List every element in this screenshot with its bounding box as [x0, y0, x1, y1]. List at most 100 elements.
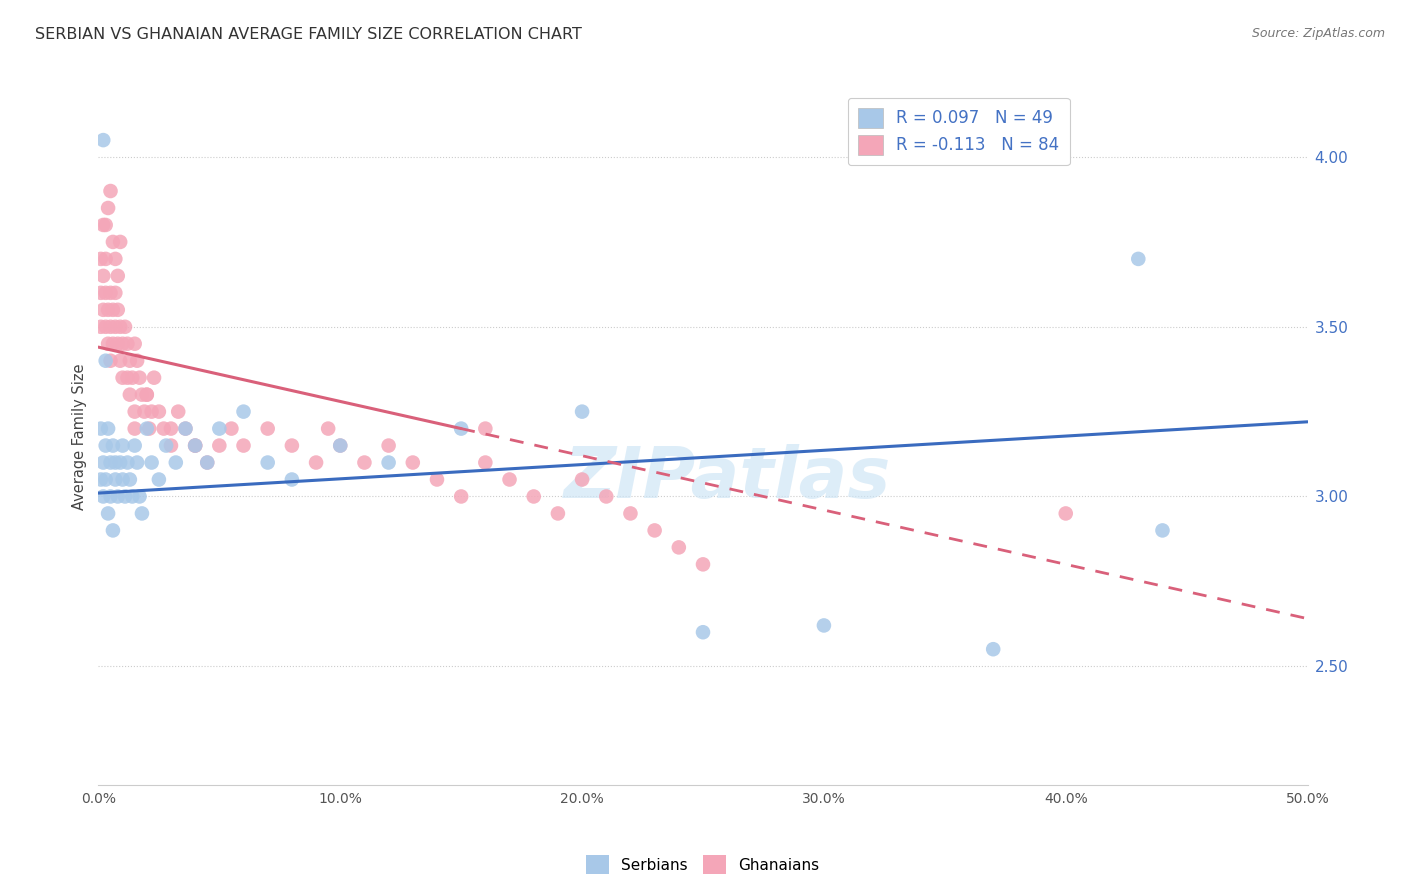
Point [90, 319, 112, 334]
Point [256, 456, 278, 470]
Point [94, 473, 117, 487]
Point [118, 353, 141, 368]
Point [97, 421, 120, 435]
Point [114, 490, 136, 504]
Point [108, 235, 131, 249]
Point [94, 319, 117, 334]
Point [131, 507, 153, 521]
Point [117, 370, 139, 384]
Point [208, 439, 231, 453]
Point [94, 353, 117, 368]
Point [127, 456, 149, 470]
Point [104, 319, 127, 334]
Point [353, 456, 375, 470]
Point [97, 201, 120, 215]
Point [107, 490, 129, 504]
Point [426, 473, 449, 487]
Point [104, 285, 127, 300]
Point [108, 353, 131, 368]
Point [174, 421, 197, 435]
Point [104, 456, 127, 470]
Point [91, 218, 114, 232]
Point [118, 473, 141, 487]
Point [232, 404, 254, 418]
Point [167, 404, 190, 418]
Point [100, 490, 122, 504]
Legend: R = 0.097   N = 49, R = -0.113   N = 84: R = 0.097 N = 49, R = -0.113 N = 84 [848, 97, 1070, 165]
Point [108, 319, 131, 334]
Point [184, 439, 207, 453]
Point [135, 387, 157, 401]
Point [547, 507, 569, 521]
Point [981, 642, 1004, 657]
Point [107, 336, 129, 351]
Point [152, 421, 174, 435]
Point [111, 473, 134, 487]
Point [90, 421, 112, 435]
Text: ZIPatlas: ZIPatlas [564, 444, 891, 513]
Point [450, 421, 472, 435]
Point [135, 387, 157, 401]
Point [94, 218, 117, 232]
Point [111, 370, 134, 384]
Point [571, 404, 593, 418]
Point [141, 404, 163, 418]
Point [305, 456, 328, 470]
Point [692, 625, 714, 640]
Point [124, 404, 146, 418]
Text: SERBIAN VS GHANAIAN AVERAGE FAMILY SIZE CORRELATION CHART: SERBIAN VS GHANAIAN AVERAGE FAMILY SIZE … [35, 27, 582, 42]
Point [377, 439, 399, 453]
Point [1128, 252, 1150, 266]
Point [474, 421, 496, 435]
Point [107, 268, 129, 283]
Point [135, 421, 157, 435]
Point [97, 507, 120, 521]
Point [100, 456, 122, 470]
Point [94, 252, 117, 266]
Point [101, 302, 124, 317]
Point [450, 490, 472, 504]
Y-axis label: Average Family Size: Average Family Size [72, 364, 87, 510]
Point [101, 524, 124, 538]
Point [195, 456, 218, 470]
Point [100, 319, 122, 334]
Point [619, 507, 641, 521]
Point [160, 421, 183, 435]
Point [117, 456, 139, 470]
Point [124, 336, 146, 351]
Point [91, 302, 114, 317]
Point [813, 618, 835, 632]
Point [165, 456, 187, 470]
Point [101, 235, 124, 249]
Point [377, 456, 399, 470]
Point [232, 439, 254, 453]
Point [1152, 524, 1174, 538]
Point [134, 404, 156, 418]
Point [94, 439, 117, 453]
Point [316, 421, 339, 435]
Point [124, 421, 146, 435]
Point [195, 456, 218, 470]
Point [131, 387, 153, 401]
Point [329, 439, 352, 453]
Point [91, 490, 114, 504]
Point [127, 353, 149, 368]
Point [474, 456, 496, 470]
Point [329, 439, 352, 453]
Point [97, 302, 120, 317]
Point [281, 439, 304, 453]
Point [90, 252, 112, 266]
Point [174, 421, 197, 435]
Point [100, 353, 122, 368]
Point [208, 421, 231, 435]
Point [91, 268, 114, 283]
Point [256, 421, 278, 435]
Point [104, 473, 127, 487]
Point [107, 302, 129, 317]
Point [692, 558, 714, 572]
Point [101, 336, 124, 351]
Point [148, 404, 170, 418]
Point [148, 473, 170, 487]
Point [160, 439, 183, 453]
Point [1054, 507, 1077, 521]
